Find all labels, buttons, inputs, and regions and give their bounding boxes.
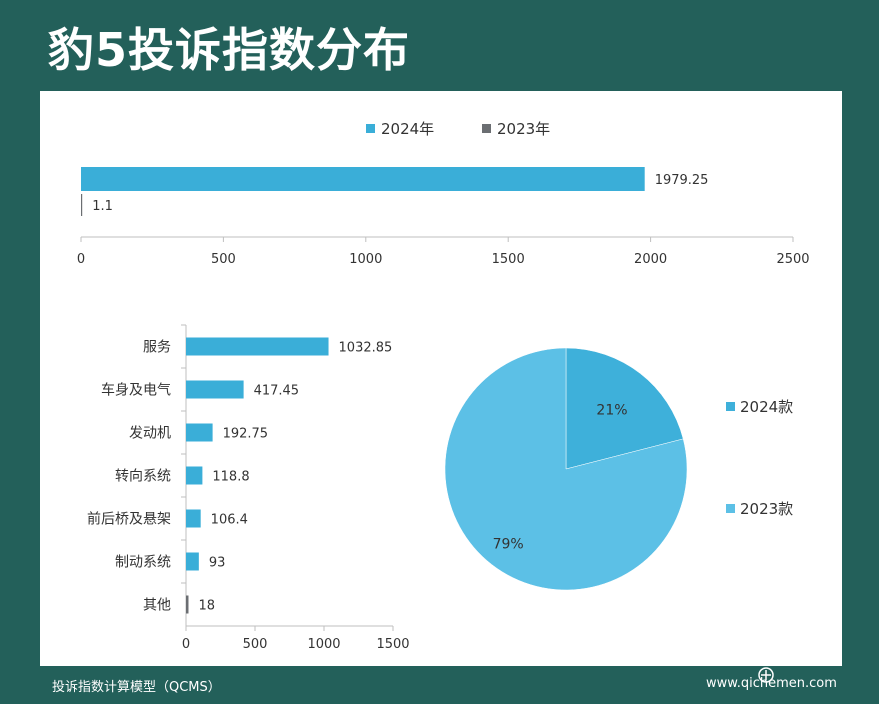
data-label: 1.1 <box>92 199 113 214</box>
x-tick-label: 2000 <box>634 252 667 267</box>
data-label: 192.75 <box>223 427 268 442</box>
category-label: 发动机 <box>129 426 171 442</box>
x-tick-label: 1000 <box>349 252 382 267</box>
bar <box>186 509 201 528</box>
page-title: 豹5投诉指数分布 <box>48 23 411 77</box>
bar <box>81 194 83 216</box>
legend-swatch <box>726 504 735 513</box>
footer-note: 投诉指数计算模型（QCMS） <box>52 680 221 695</box>
category-label: 其他 <box>143 598 171 614</box>
x-tick-label: 0 <box>77 252 85 267</box>
data-label: 417.45 <box>254 384 300 399</box>
bar <box>186 337 329 356</box>
category-label: 转向系统 <box>115 469 171 485</box>
x-tick-label: 500 <box>243 637 268 652</box>
category-label: 服务 <box>143 340 171 356</box>
slice-label: 21% <box>596 403 627 419</box>
x-tick-label: 2500 <box>776 252 809 267</box>
data-label: 118.8 <box>212 470 249 485</box>
data-label: 106.4 <box>211 513 248 528</box>
watermark-url: www.qichemen.com <box>706 676 837 691</box>
bar <box>186 380 244 399</box>
data-label: 93 <box>209 556 226 571</box>
chart-panel: 2024年 2023年 1979.25 1.1 0 500 1000 1500 2000 2500… <box>40 91 842 666</box>
legend-swatch <box>366 124 375 133</box>
x-tick-label: 1500 <box>492 252 525 267</box>
data-label: 18 <box>198 599 215 614</box>
legend-label: 2023年 <box>497 120 550 138</box>
category-label: 前后桥及悬架 <box>87 511 171 528</box>
pie-slice <box>444 347 688 591</box>
category-label: 制动系统 <box>115 555 171 571</box>
charts-canvas: 2024年 2023年 1979.25 1.1 0 500 1000 1500 2000 2500… <box>77 120 810 652</box>
bar <box>186 423 213 442</box>
legend-label: 2024年 <box>381 120 434 138</box>
pie-slice <box>565 347 684 470</box>
slice-label: 79% <box>493 537 524 553</box>
data-label: 1032.85 <box>339 341 393 356</box>
bar <box>186 466 203 485</box>
category-label: 车身及电气 <box>101 382 171 399</box>
legend-swatch <box>726 402 735 411</box>
bar <box>186 552 199 571</box>
watermark-logo-icon <box>758 648 842 683</box>
legend-swatch <box>482 124 491 133</box>
data-label: 1979.25 <box>655 173 709 188</box>
x-tick-label: 0 <box>182 637 190 652</box>
bar <box>186 595 189 614</box>
bar <box>81 167 645 191</box>
legend-label: 2024款 <box>740 398 793 416</box>
x-tick-label: 1500 <box>376 637 409 652</box>
legend-label: 2023款 <box>740 500 793 518</box>
x-tick-label: 1000 <box>307 637 340 652</box>
x-tick-label: 500 <box>211 252 236 267</box>
